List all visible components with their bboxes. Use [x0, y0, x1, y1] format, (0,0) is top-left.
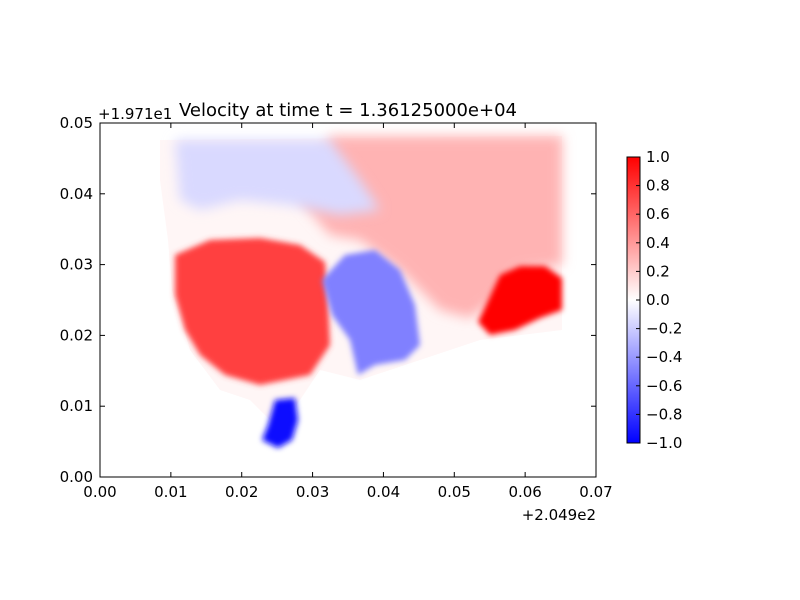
colorbar-ticks: −1.0 −0.8 −0.6 −0.4 −0.2 0.0 0.2 0.4 0.6 0.8 1.0: [636, 148, 682, 452]
y-tick-label: 0.02: [60, 326, 93, 344]
x-tick-label: 0.03: [296, 483, 329, 501]
x-axis-ticks: 0.00 0.01 0.02 0.03 0.04 0.05 0.06 0.07: [83, 123, 613, 501]
x-offset-label: +2.049e2: [522, 506, 596, 524]
x-tick-label: 0.07: [579, 483, 612, 501]
heatmap-region-north-east: [300, 136, 562, 318]
y-tick-label: 0.01: [60, 397, 93, 415]
heatmap-region-west: [175, 238, 330, 385]
y-offset-label: +1.971e1: [98, 105, 172, 123]
heatmap-region-north-west: [175, 140, 380, 215]
colorbar-tick-label: 1.0: [646, 148, 670, 166]
y-tick-label: 0.05: [60, 114, 93, 132]
y-tick-label: 0.04: [60, 185, 93, 203]
heatmap: [160, 136, 562, 448]
colorbar-tick-label: 0.6: [646, 205, 670, 223]
heatmap-region-south: [262, 398, 298, 448]
colorbar-tick-label: 0.8: [646, 177, 670, 195]
colorbar-tick-label: −0.6: [646, 377, 682, 395]
chart-title: Velocity at time t = 1.36125000e+04: [179, 100, 517, 121]
y-tick-label: 0.00: [60, 468, 93, 486]
colorbar-tick-label: 0.4: [646, 234, 670, 252]
heatmap-region-central: [322, 250, 420, 375]
x-tick-label: 0.05: [438, 483, 471, 501]
x-tick-label: 0.00: [83, 483, 116, 501]
colorbar-tick-label: −0.4: [646, 348, 682, 366]
colorbar-tick-label: −0.2: [646, 320, 682, 338]
heatmap-region-east: [478, 266, 562, 335]
colorbar-tick-label: −0.8: [646, 405, 682, 423]
colorbar-tick-label: 0.2: [646, 262, 670, 280]
y-axis-ticks: 0.00 0.01 0.02 0.03 0.04 0.05: [60, 114, 596, 486]
y-tick-label: 0.03: [60, 256, 93, 274]
x-tick-label: 0.02: [225, 483, 258, 501]
colorbar-tick-label: 0.0: [646, 291, 670, 309]
x-tick-label: 0.04: [367, 483, 400, 501]
axes-frame: [99, 122, 597, 478]
x-tick-label: 0.01: [154, 483, 187, 501]
x-tick-label: 0.06: [508, 483, 541, 501]
colorbar-tick-label: −1.0: [646, 434, 682, 452]
